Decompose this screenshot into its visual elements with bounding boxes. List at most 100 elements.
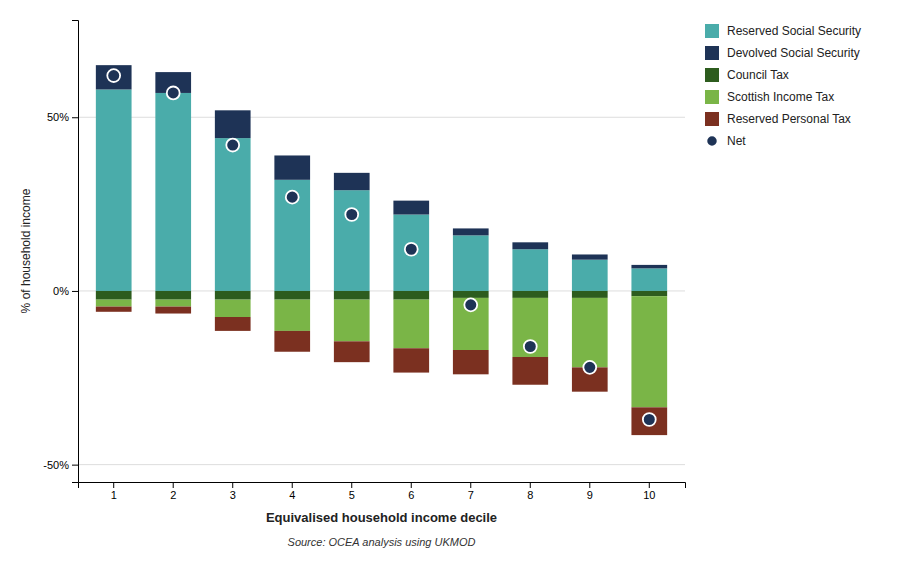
x-tick-mark (530, 482, 531, 488)
x-tick-label: 2 (170, 489, 176, 501)
net-point (524, 340, 537, 353)
x-axis: 1 2 3 4 5 6 7 8 9 10 (79, 482, 686, 501)
bar (155, 307, 191, 314)
bar (274, 155, 310, 179)
bar (453, 228, 489, 235)
x-tick: 4 (289, 482, 295, 501)
x-tick: 6 (408, 482, 414, 501)
x-tick: 5 (349, 482, 355, 501)
bar (631, 291, 667, 296)
bar (274, 300, 310, 331)
bar (96, 89, 132, 290)
bar (393, 348, 429, 372)
legend-label: Devolved Social Security (727, 46, 860, 60)
x-tick-mark (113, 482, 114, 488)
x-tick-label: 4 (289, 489, 295, 501)
bar (215, 317, 251, 331)
y-tick: 50% (47, 111, 78, 123)
legend-item: Council Tax (705, 68, 789, 82)
net-point (643, 413, 656, 426)
bar (274, 180, 310, 291)
bar (334, 341, 370, 362)
legend-label: Reserved Social Security (727, 24, 861, 38)
legend-swatch (705, 112, 719, 126)
y-axis-line (72, 21, 79, 483)
bar (572, 254, 608, 259)
legend-swatch (705, 68, 719, 82)
y-tick-label: 0% (53, 285, 69, 297)
y-axis-title: % of household income (19, 188, 33, 313)
bar (512, 298, 548, 357)
legend-swatch (705, 24, 719, 38)
legend-label: Reserved Personal Tax (727, 112, 851, 126)
x-tick-mark (351, 482, 352, 488)
bar (155, 93, 191, 291)
bar (453, 291, 489, 298)
bar-series (96, 89, 667, 290)
net-point (167, 87, 180, 100)
y-tick-mark (72, 291, 78, 292)
net-point (405, 243, 418, 256)
legend-item: Reserved Personal Tax (705, 112, 851, 126)
x-tick-mark (411, 482, 412, 488)
net-point (286, 191, 299, 204)
x-axis-title: Equivalised household income decile (266, 510, 497, 525)
chart-container: -50% 0% 50% 1 2 3 4 5 6 7 8 9 10 % of household incom… (0, 0, 900, 564)
y-tick-mark (72, 117, 78, 118)
net-point (464, 298, 477, 311)
x-tick-label: 5 (349, 489, 355, 501)
grid-line (78, 464, 685, 465)
bar (572, 298, 608, 367)
legend-swatch (705, 90, 719, 104)
bar (334, 291, 370, 300)
net-point (226, 139, 239, 152)
bar (631, 268, 667, 291)
bar-series (96, 307, 667, 436)
bar (334, 173, 370, 190)
bar (631, 407, 667, 435)
net-point (345, 208, 358, 221)
bar-series (96, 296, 667, 407)
x-tick: 9 (587, 482, 593, 501)
x-axis-line (79, 483, 686, 489)
bar (215, 110, 251, 138)
x-tick-mark (649, 482, 650, 488)
bar (393, 300, 429, 349)
x-tick: 10 (643, 482, 655, 501)
bar (215, 291, 251, 300)
bar (96, 65, 132, 89)
x-tick-mark (589, 482, 590, 488)
bar (274, 291, 310, 300)
x-tick: 3 (230, 482, 236, 501)
y-tick-label: -50% (43, 459, 69, 471)
y-tick-label: 50% (47, 111, 69, 123)
x-tick-mark (292, 482, 293, 488)
x-tick-label: 9 (587, 489, 593, 501)
x-tick-mark (470, 482, 471, 488)
net-point (583, 361, 596, 374)
bar (453, 235, 489, 291)
x-tick-label: 10 (643, 489, 655, 501)
bar (512, 291, 548, 298)
bar (512, 242, 548, 249)
legend-swatch (706, 135, 717, 146)
bar (96, 307, 132, 312)
y-tick: 0% (53, 285, 78, 297)
bar (631, 296, 667, 407)
annotation: Source: OCEA analysis using UKMOD (288, 536, 476, 548)
bar (274, 331, 310, 352)
x-tick-label: 3 (230, 489, 236, 501)
x-tick: 8 (527, 482, 533, 501)
legend-swatch (705, 46, 719, 60)
bar (96, 291, 132, 300)
bar (393, 201, 429, 215)
bar (572, 291, 608, 298)
legend: Reserved Social Security Devolved Social … (705, 24, 861, 148)
bar (215, 138, 251, 291)
bar (96, 300, 132, 307)
x-tick-label: 7 (468, 489, 474, 501)
x-tick: 1 (111, 482, 117, 501)
bar (512, 249, 548, 291)
x-tick: 2 (170, 482, 176, 501)
legend-item: Reserved Social Security (705, 24, 861, 38)
